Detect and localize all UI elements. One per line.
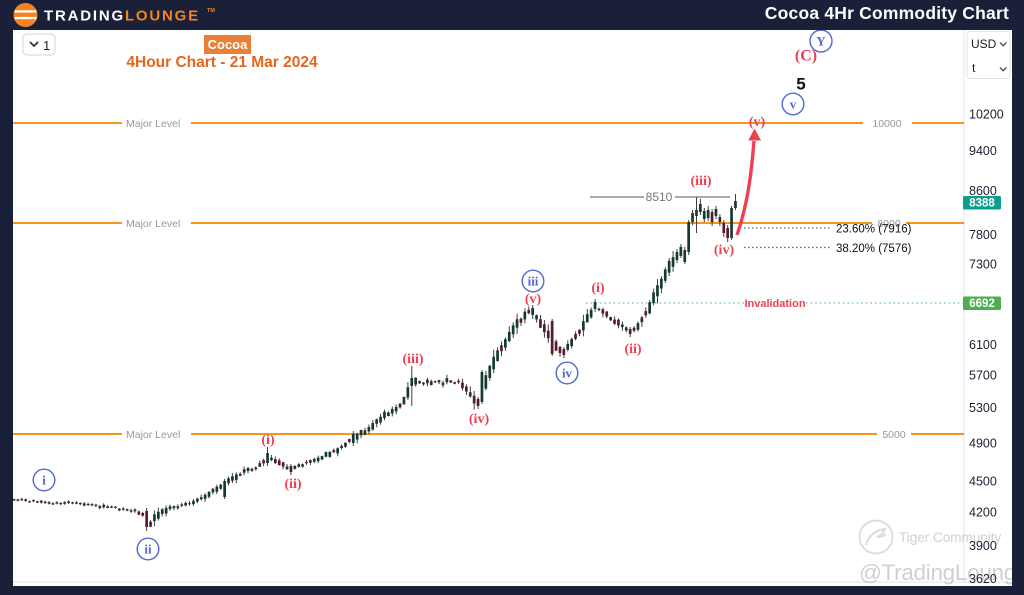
svg-text:23.60% (7916): 23.60% (7916) [836,224,912,236]
svg-text:(C): (C) [795,48,817,65]
svg-text:(ii): (ii) [284,477,301,492]
svg-text:(v): (v) [749,115,766,130]
svg-text:Cocoa: Cocoa [208,37,249,52]
svg-text:Y: Y [816,34,826,49]
svg-text:5300: 5300 [969,401,997,415]
svg-text:(i): (i) [261,433,275,448]
svg-text:(v): (v) [525,292,542,307]
svg-text:Major Level: Major Level [126,429,180,441]
svg-text:USD: USD [971,37,997,51]
svg-text:8000: 8000 [877,218,901,230]
svg-text:@TradingLounge: @TradingLounge [859,560,1012,585]
svg-text:TRADINGLOUNGE: TRADINGLOUNGE [44,8,200,25]
svg-text:(i): (i) [591,281,605,296]
svg-text:4900: 4900 [969,436,997,450]
svg-text:(iii): (iii) [403,352,424,367]
svg-text:Major Level: Major Level [126,118,180,130]
svg-text:8388: 8388 [969,198,995,210]
svg-text:3620: 3620 [969,572,997,586]
svg-text:Major Level: Major Level [126,218,180,230]
svg-text:TM: TM [207,8,215,14]
svg-text:v: v [790,97,797,112]
svg-text:(iv): (iv) [714,243,735,258]
svg-text:4500: 4500 [969,475,997,489]
svg-text:10000: 10000 [872,118,901,130]
svg-text:5: 5 [796,75,805,94]
svg-text:(iv): (iv) [469,412,490,427]
svg-text:8510: 8510 [646,190,673,204]
svg-text:i: i [42,473,46,488]
svg-text:4200: 4200 [969,506,997,520]
svg-text:6100: 6100 [969,338,997,352]
svg-text:Invalidation: Invalidation [744,298,805,310]
svg-text:4Hour Chart - 21 Mar 2024: 4Hour Chart - 21 Mar 2024 [126,54,318,71]
svg-text:38.20% (7576): 38.20% (7576) [836,243,912,255]
svg-text:t: t [972,61,976,75]
svg-text:5000: 5000 [882,429,906,441]
svg-text:(iii): (iii) [691,174,712,189]
svg-text:1: 1 [43,38,50,53]
svg-text:iv: iv [562,366,573,381]
svg-text:7300: 7300 [969,258,997,272]
svg-text:10200: 10200 [969,107,1004,121]
svg-text:5700: 5700 [969,369,997,383]
svg-text:7800: 7800 [969,228,997,242]
svg-text:6692: 6692 [969,298,995,310]
svg-text:ii: ii [144,542,152,557]
svg-text:iii: iii [528,274,539,289]
svg-text:9400: 9400 [969,144,997,158]
svg-text:(ii): (ii) [624,342,641,357]
svg-text:3900: 3900 [969,539,997,553]
svg-text:8600: 8600 [969,184,997,198]
svg-text:Tiger Community: Tiger Community [899,530,1002,545]
